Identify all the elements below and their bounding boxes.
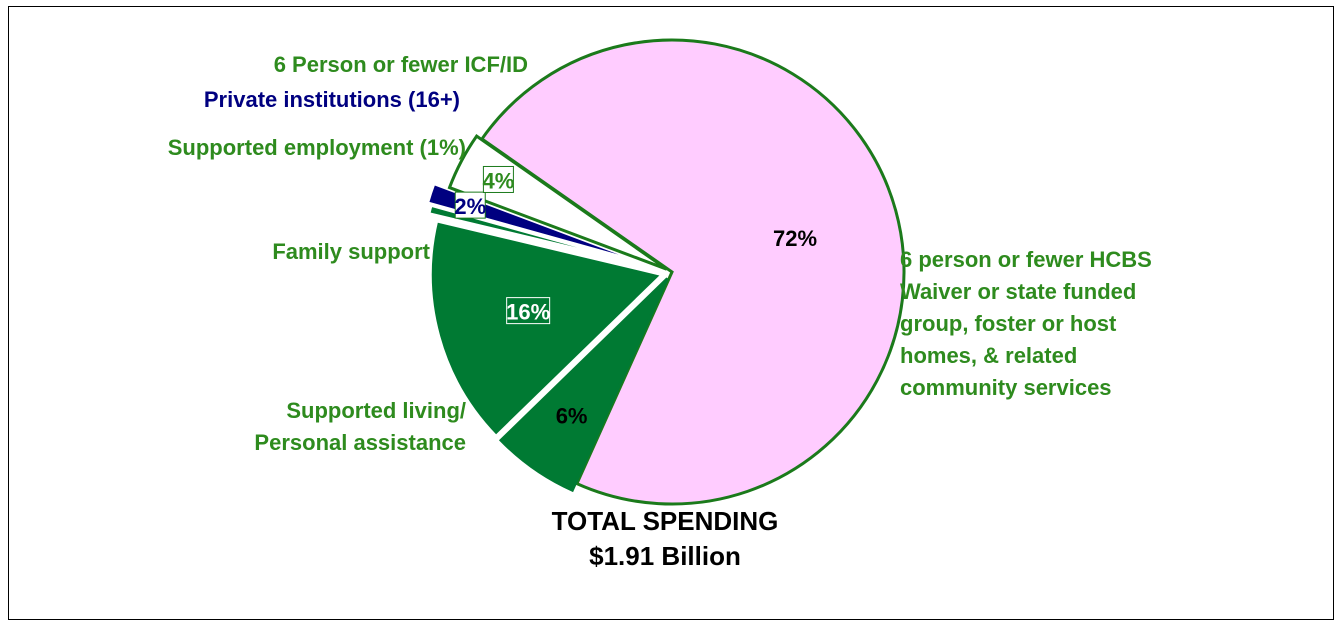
data-label-3: 16% bbox=[506, 300, 550, 325]
slice-label-1: 6 person or fewer HCBS Waiver or state fu… bbox=[900, 247, 1152, 400]
data-label-1: 72% bbox=[773, 226, 817, 251]
data-label-2: 6% bbox=[556, 403, 588, 428]
slice-label-2: Supported living/Personal assistance bbox=[254, 398, 466, 455]
slice-label-3: Family support bbox=[272, 239, 430, 264]
slice-label-5: Private institutions (16+) bbox=[204, 87, 460, 112]
data-label-5: 2% bbox=[454, 194, 486, 219]
slice-label-4: Supported employment (1%) bbox=[168, 135, 466, 160]
data-label-box-3 bbox=[506, 297, 551, 325]
chart-title: TOTAL SPENDING bbox=[552, 506, 779, 536]
data-label-box-6 bbox=[482, 165, 514, 193]
chart-subtitle: $1.91 Billion bbox=[589, 541, 741, 571]
pie-slice-2 bbox=[498, 277, 669, 493]
pie-slice-1 bbox=[479, 38, 906, 506]
slice-label-6: 6 Person or fewer ICF/ID bbox=[274, 52, 528, 77]
data-label-6: 4% bbox=[483, 168, 515, 193]
data-label-box-5 bbox=[454, 191, 486, 219]
pie-slice-3 bbox=[428, 219, 666, 439]
